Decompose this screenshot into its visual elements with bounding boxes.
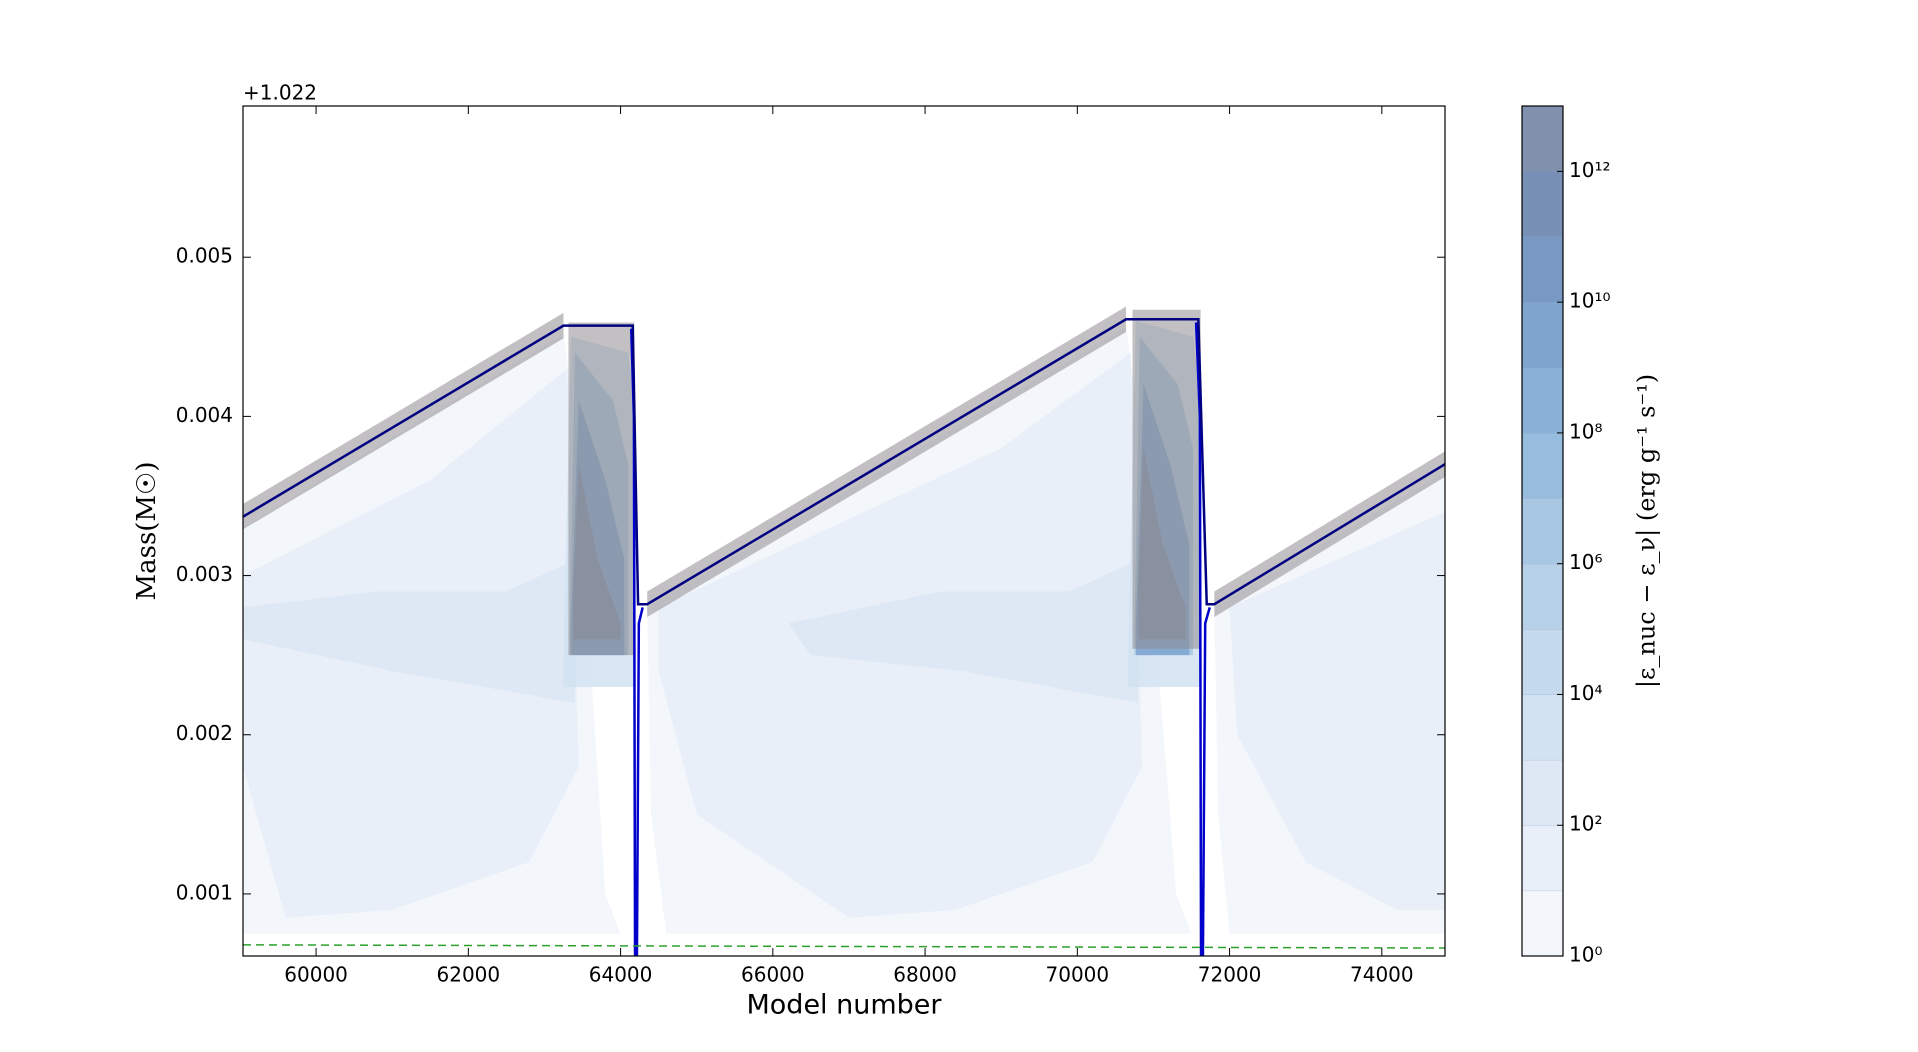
y-tick-label: 0.005 bbox=[176, 244, 233, 268]
plot-frame bbox=[242, 105, 1446, 957]
colorbar-band bbox=[1522, 498, 1563, 564]
convective-region bbox=[568, 322, 635, 656]
burning-region bbox=[1229, 511, 1445, 910]
colorbar-band bbox=[1522, 236, 1563, 303]
burning-region bbox=[788, 559, 1139, 703]
line bbox=[243, 318, 1445, 606]
colorbar-tick-label: 10⁸ bbox=[1569, 419, 1602, 443]
colorbar-tick-label: 10⁰ bbox=[1569, 943, 1602, 967]
colorbar-band bbox=[1522, 171, 1563, 237]
colorbar-band bbox=[1522, 563, 1563, 630]
burning-region bbox=[243, 559, 575, 703]
x-tick-label: 68000 bbox=[893, 963, 957, 987]
colorbar-tick-label: 10⁴ bbox=[1569, 681, 1602, 705]
colorbar-tick-label: 10⁶ bbox=[1569, 550, 1602, 574]
colorbar-band bbox=[1522, 694, 1563, 760]
y-axis-label: Mass(M☉) bbox=[132, 461, 162, 600]
colorbar-frame bbox=[1521, 105, 1564, 957]
colorbar bbox=[1522, 105, 1563, 956]
y-tick-label: 0.003 bbox=[176, 562, 233, 586]
x-axis-label: Model number bbox=[746, 990, 942, 1021]
colorbar-band bbox=[1522, 432, 1563, 499]
line bbox=[243, 944, 1445, 949]
colorbar-band bbox=[1522, 825, 1563, 891]
x-tick-label: 64000 bbox=[589, 963, 653, 987]
offset-text: +1.022 bbox=[243, 81, 317, 105]
colorbar-band bbox=[1522, 890, 1563, 956]
plot-area bbox=[243, 306, 1445, 956]
x-tick-label: 60000 bbox=[284, 963, 348, 987]
colorbar-band bbox=[1522, 106, 1563, 172]
colorbar-tick-label: 10¹⁰ bbox=[1569, 289, 1610, 313]
x-tick-label: 62000 bbox=[437, 963, 501, 987]
colorbar-band bbox=[1522, 367, 1563, 433]
colorbar-band bbox=[1522, 759, 1563, 826]
x-tick-label: 66000 bbox=[741, 963, 805, 987]
x-tick-label: 70000 bbox=[1046, 963, 1110, 987]
colorbar-band bbox=[1522, 629, 1563, 695]
y-tick-label: 0.002 bbox=[176, 721, 233, 745]
convective-region bbox=[1132, 309, 1201, 649]
x-tick-label: 72000 bbox=[1198, 963, 1262, 987]
y-tick-label: 0.004 bbox=[176, 403, 233, 427]
colorbar-label: |ε_nuc − ε_ν| (erg g⁻¹ s⁻¹) bbox=[1633, 374, 1662, 688]
y-tick-label: 0.001 bbox=[176, 880, 233, 904]
colorbar-tick-label: 10² bbox=[1569, 812, 1602, 836]
line bbox=[1194, 322, 1211, 956]
colorbar-band bbox=[1522, 302, 1563, 368]
colorbar-tick-label: 10¹² bbox=[1569, 158, 1610, 182]
x-tick-label: 74000 bbox=[1350, 963, 1414, 987]
